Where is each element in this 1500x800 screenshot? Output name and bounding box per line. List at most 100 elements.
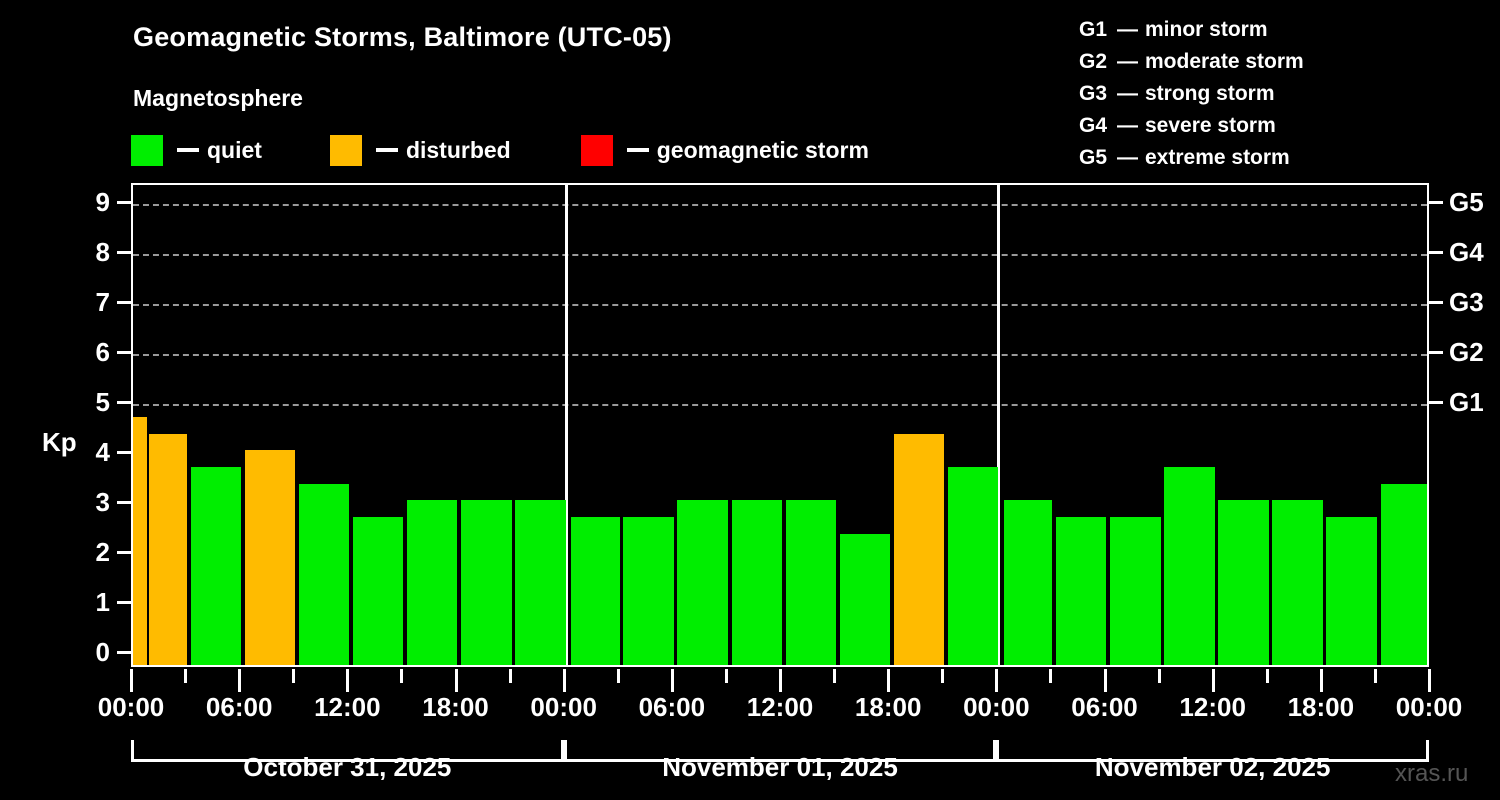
legend-swatch-geomagnetic-storm [580,134,613,166]
x-axis-tick-major [670,669,674,692]
legend-dash-icon [177,148,199,152]
day-label-1: October 31, 2025 [243,752,452,782]
y-axis-tick-label: 3 [95,487,110,517]
legend-swatch-quiet [131,134,163,166]
kp-bar[interactable] [1218,500,1269,665]
plot-inner [133,185,1427,665]
x-axis-tick-label: 12:00 [314,692,381,722]
y-axis-tick-label: 1 [95,587,110,617]
x-axis-tick-minor [508,669,512,683]
legend-label: geomagnetic storm [656,136,869,163]
g-axis-tick-mark [1429,401,1443,404]
y-axis-tick-mark [117,551,131,554]
x-axis-tick-major [1211,669,1215,692]
g-axis-tick-label-g4: G4 [1449,237,1484,267]
kp-bar[interactable] [785,500,837,665]
kp-bar[interactable] [352,516,404,665]
x-axis-tick-label: 18:00 [854,692,922,722]
day-label-3: November 02, 2025 [1094,752,1331,782]
g-legend-row-g2: G2 — moderate storm [1079,46,1304,78]
x-axis-tick-minor [400,669,404,683]
x-axis-tick-label: 18:00 [1287,692,1355,722]
kp-bar[interactable] [1164,466,1215,665]
day-bracket-1 [131,740,564,762]
kp-bar[interactable] [1003,500,1053,665]
kp-bar[interactable] [407,500,458,665]
g-axis-tick-mark [1429,251,1443,254]
x-axis-tick-major [130,669,133,692]
g-legend-code: G1 [1079,18,1108,41]
x-axis-tick-major [1428,669,1431,692]
g-axis-tick-label-g1: G1 [1449,387,1484,417]
x-axis-tick-label: 18:00 [422,692,489,722]
kp-bar[interactable] [677,500,728,665]
x-axis-tick-minor [833,669,837,683]
kp-bar[interactable] [947,466,999,665]
y-axis-tick-mark [117,201,131,204]
g-legend-dash-icon: — [1117,114,1138,137]
y-axis-tick-mark [117,351,131,354]
magnetosphere-legend: quiet disturbed geomagnetic storm [131,133,869,167]
x-axis-tick-minor [724,669,728,683]
x-axis-tick-major [238,669,242,692]
y-axis-tick-label: 7 [95,287,110,317]
x-axis-tick-label: 00:00 [97,692,165,722]
plot-area [131,183,1429,667]
g-legend-code: G2 [1079,50,1108,73]
y-axis-tick-label: 0 [95,637,110,667]
kp-bar[interactable] [298,483,350,665]
y-axis-tick-mark [117,451,131,454]
y-axis-title: Kp [42,426,77,457]
g-legend-code: G5 [1079,146,1108,169]
x-axis-tick-label: 12:00 [746,692,814,722]
y-axis-tick-mark [117,651,131,654]
y-axis-tick-label: 9 [95,187,110,217]
y-axis-tick-mark [117,501,131,504]
x-axis-tick-major [1103,669,1107,692]
y-axis-left: 0 1 2 3 4 5 6 7 8 9 Kp [0,0,131,800]
g-axis-tick-label-g5: G5 [1449,187,1484,217]
kp-bar[interactable] [623,516,674,665]
gridline-kp-8 [133,254,1427,256]
kp-bar[interactable] [1272,500,1323,665]
g-legend-row-g3: G3 — strong storm [1079,78,1304,110]
kp-bar[interactable] [149,433,188,665]
day-divider-1 [564,185,568,665]
kp-bar[interactable] [1110,516,1161,665]
kp-bar[interactable] [244,450,296,665]
day-divider-2 [997,185,1001,665]
kp-bar[interactable] [1326,516,1377,665]
series-title: Magnetosphere [133,85,303,111]
gridline-kp-7 [133,304,1427,306]
g-legend-dash-icon: — [1117,18,1138,41]
x-axis-tick-minor [1373,669,1377,683]
x-axis-tick-minor [184,669,188,683]
kp-bar[interactable] [893,433,945,665]
kp-bar[interactable] [571,516,620,665]
g-legend-row-g5: G5 — extreme storm [1079,142,1304,174]
x-axis-tick-major [1319,669,1323,692]
g-scale-legend: G1 — minor storm G2 — moderate storm G3 — strong… [1079,14,1304,174]
kp-bar[interactable] [1056,516,1107,665]
x-axis-tick-major [346,669,350,692]
kp-bar[interactable] [461,500,512,665]
kp-bar[interactable] [190,466,242,665]
y-axis-tick-label: 5 [95,387,110,417]
kp-bar[interactable] [515,500,566,665]
kp-bar[interactable] [1380,483,1427,665]
watermark: xras.ru [1395,760,1469,787]
g-legend-row-g4: G4 — severe storm [1079,110,1304,142]
legend-dash-icon [375,148,398,152]
kp-bar[interactable] [133,416,147,665]
g-axis-tick-mark [1429,201,1443,204]
y-axis-tick-mark [117,251,131,254]
y-axis-tick-label: 6 [95,337,110,367]
kp-bar[interactable] [731,500,782,665]
day-label-2: November 01, 2025 [662,752,898,782]
g-legend-label: severe storm [1145,114,1276,137]
x-axis-tick-minor [941,669,945,683]
g-legend-code: G3 [1079,82,1108,105]
legend-swatch-disturbed [329,134,362,166]
kp-bar[interactable] [839,533,891,665]
